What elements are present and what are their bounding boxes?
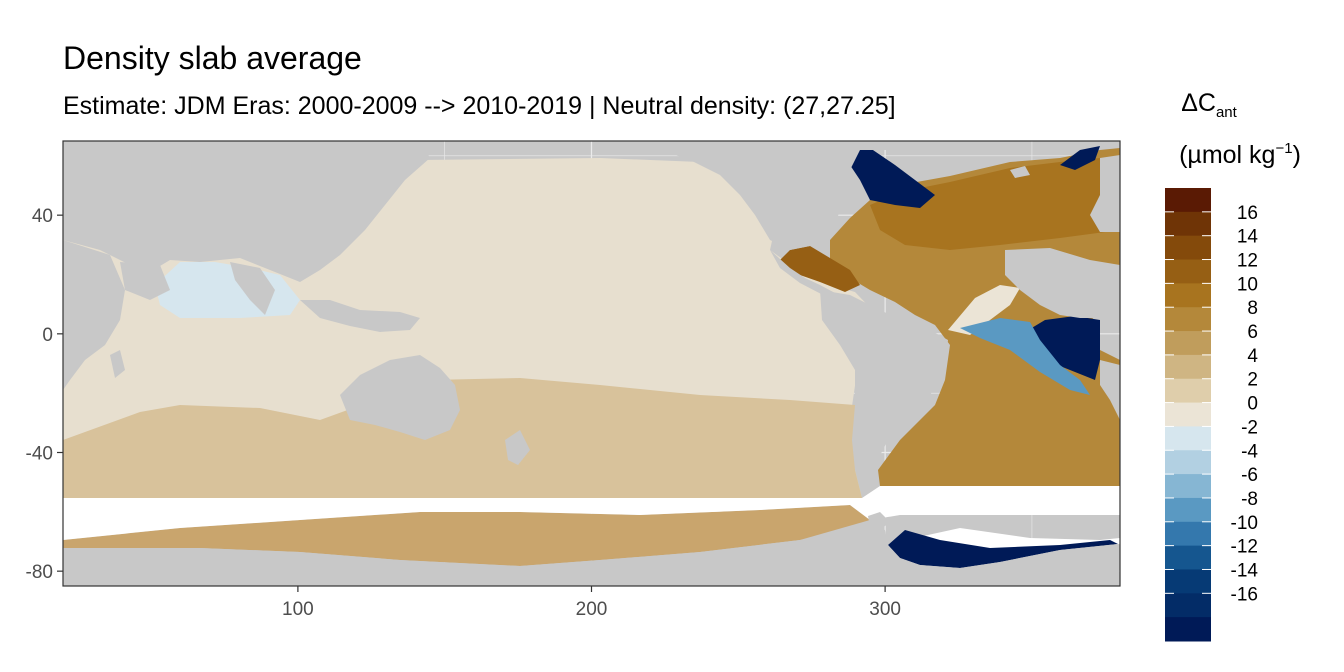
legend-label: -4 [1241, 441, 1258, 462]
legend-label: -8 [1241, 489, 1258, 510]
india-land [230, 262, 275, 315]
legend-bin [1165, 521, 1211, 547]
no-data-band [63, 486, 1120, 540]
legend-bin [1165, 235, 1211, 261]
legend-bin [1165, 426, 1211, 451]
antarctic-peninsula-land [868, 512, 890, 530]
y-tick-label: -80 [26, 562, 53, 583]
equatorial-light-tongue [948, 285, 1020, 335]
legend-bin [1165, 497, 1211, 523]
legend-bin [1165, 378, 1211, 404]
antarctic-band [63, 505, 870, 566]
legend-label: 0 [1247, 394, 1258, 415]
north-america-land [640, 141, 900, 250]
new-zealand-land [505, 430, 530, 465]
legend-bin [1165, 450, 1211, 475]
legend-label: 14 [1237, 227, 1259, 248]
legend-bin [1165, 617, 1211, 642]
landmasses [63, 141, 1120, 586]
legend-bin [1165, 211, 1211, 237]
legend-label: 16 [1237, 203, 1258, 224]
equatorial-negative-fade [960, 318, 1090, 395]
y-tick-label: 40 [32, 206, 53, 227]
iceland-land [1010, 166, 1030, 178]
legend-label: 12 [1237, 251, 1258, 272]
antarctica-land [63, 524, 1120, 586]
madagascar-land [110, 350, 125, 378]
legend-bin [1165, 354, 1211, 380]
legend-bin [1165, 474, 1211, 499]
legend-bin [1165, 593, 1211, 618]
legend-title: ΔCant [1181, 89, 1237, 121]
legend-label: 4 [1247, 346, 1258, 367]
legend-label: 6 [1247, 322, 1258, 343]
legend-label: -10 [1231, 513, 1258, 534]
y-tick-label: 0 [42, 325, 53, 346]
legend-bin [1165, 259, 1211, 284]
africa-land [1005, 248, 1120, 320]
legend-bin [1165, 402, 1211, 427]
legend-label: 2 [1247, 370, 1258, 391]
southern-ocean-band [63, 378, 862, 498]
chart-subtitle: Estimate: JDM Eras: 2000-2009 --> 2010-2… [63, 92, 896, 120]
north-atlantic-high [870, 158, 1120, 250]
arabia-land [120, 262, 170, 300]
weddell-sea-negative [888, 530, 1118, 568]
africa-south-land [1100, 360, 1120, 420]
europe-land [1090, 155, 1120, 232]
legend-label: -16 [1231, 584, 1258, 605]
equatorial-negative-region [1020, 316, 1100, 380]
map-panel [63, 141, 1120, 586]
australia-land [340, 355, 460, 440]
legend-label: 8 [1247, 298, 1258, 319]
legend-bin [1165, 307, 1211, 332]
x-tick-label: 300 [869, 599, 901, 620]
x-tick-label: 200 [576, 599, 608, 620]
gulf-of-mexico-patch [778, 246, 860, 292]
legend-label: 10 [1237, 274, 1258, 295]
legend-label: -14 [1231, 560, 1259, 581]
x-tick-label: 100 [282, 599, 314, 620]
labrador-sea-negative [850, 148, 935, 208]
legend-bin [1165, 545, 1211, 570]
indonesia-land [300, 300, 420, 332]
east-africa-land [63, 240, 125, 390]
legend-bin [1165, 188, 1211, 213]
legend-bin [1165, 569, 1211, 594]
legend-colorbar [1165, 188, 1211, 642]
legend-bin [1165, 283, 1211, 308]
legend-bin [1165, 331, 1211, 356]
chart-title: Density slab average [63, 40, 362, 76]
y-axis: 40 0 -40 -80 [26, 206, 63, 583]
asia-land [63, 141, 430, 282]
legend-label: -2 [1241, 417, 1258, 438]
x-axis: 100 200 300 [282, 586, 901, 620]
y-tick-label: -40 [26, 444, 53, 465]
legend-unit: (µmol kg−1) [1179, 140, 1301, 169]
legend-label: -6 [1241, 465, 1258, 486]
legend-label: -12 [1231, 537, 1258, 558]
south-america-land [820, 290, 948, 480]
greenland-sea-negative [1060, 146, 1100, 170]
